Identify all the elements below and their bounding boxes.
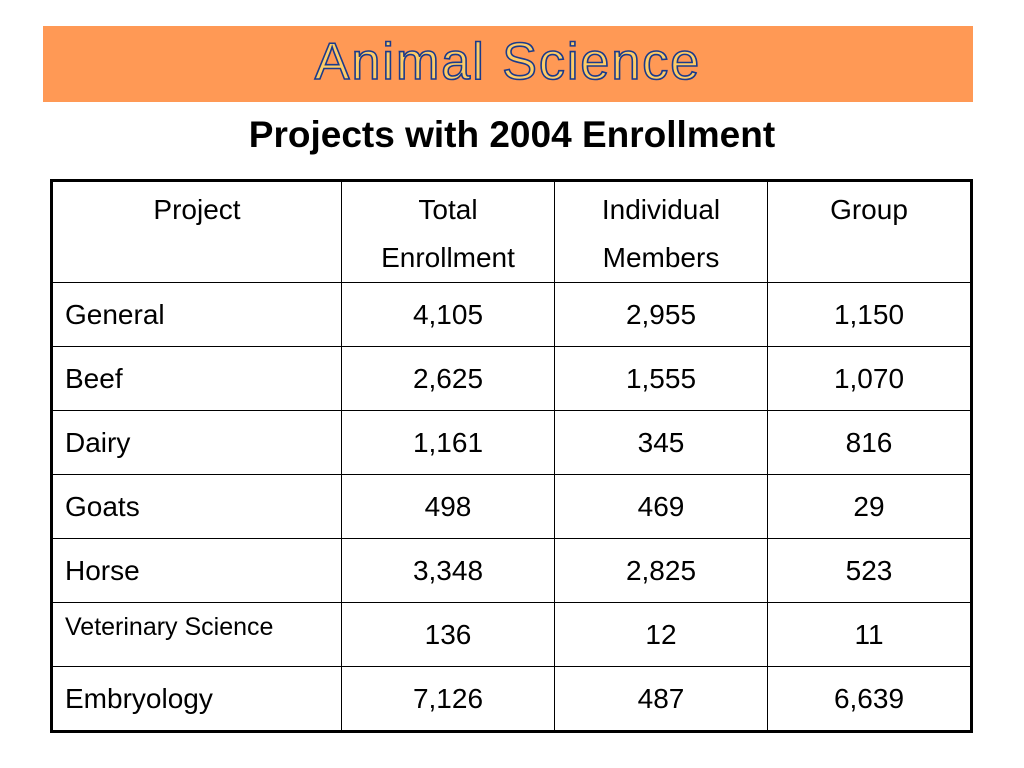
cell-project: Embryology bbox=[51, 666, 342, 732]
header-group-line-1: Group bbox=[830, 194, 908, 225]
header-group: Group bbox=[767, 180, 972, 283]
header-project: Project bbox=[51, 180, 342, 283]
table-row: Embryology 7,126 487 6,639 bbox=[51, 666, 972, 732]
cell-total: 4,105 bbox=[341, 282, 555, 347]
cell-group: 1,070 bbox=[767, 346, 972, 411]
table-row: Horse 3,348 2,825 523 bbox=[51, 538, 972, 603]
cell-individual: 345 bbox=[554, 410, 768, 475]
header-individual-line-2: Members bbox=[602, 242, 720, 273]
table-row: Dairy 1,161 345 816 bbox=[51, 410, 972, 475]
cell-project: Goats bbox=[51, 474, 342, 539]
banner-title: Animal Science bbox=[314, 33, 702, 91]
header-total-line-2: Enrollment bbox=[381, 242, 515, 273]
header-total-line-1: Total bbox=[418, 194, 478, 225]
cell-project: Beef bbox=[51, 346, 342, 411]
cell-project: Horse bbox=[51, 538, 342, 603]
cell-total: 136 bbox=[341, 602, 555, 667]
header-project-line-1: Project bbox=[153, 194, 241, 225]
cell-individual: 1,555 bbox=[554, 346, 768, 411]
cell-group: 1,150 bbox=[767, 282, 972, 347]
cell-project: Veterinary Science bbox=[51, 602, 342, 667]
cell-total: 498 bbox=[341, 474, 555, 539]
table-row: General 4,105 2,955 1,150 bbox=[51, 282, 972, 347]
header-total-enrollment: Total Enrollment bbox=[341, 180, 555, 283]
cell-total: 7,126 bbox=[341, 666, 555, 732]
table-header-row: Project Total Enrollment Individual Memb… bbox=[51, 180, 972, 283]
title-banner: Animal Science bbox=[43, 26, 973, 102]
cell-individual: 2,955 bbox=[554, 282, 768, 347]
cell-individual: 12 bbox=[554, 602, 768, 667]
cell-group: 816 bbox=[767, 410, 972, 475]
cell-individual: 2,825 bbox=[554, 538, 768, 603]
cell-project: Dairy bbox=[51, 410, 342, 475]
page-subtitle: Projects with 2004 Enrollment bbox=[248, 114, 776, 155]
header-individual-members: Individual Members bbox=[554, 180, 768, 283]
cell-group: 6,639 bbox=[767, 666, 972, 732]
table-row: Goats 498 469 29 bbox=[51, 474, 972, 539]
cell-individual: 487 bbox=[554, 666, 768, 732]
table-row: Veterinary Science 136 12 11 bbox=[51, 602, 972, 667]
cell-group: 29 bbox=[767, 474, 972, 539]
enrollment-table: Project Total Enrollment Individual Memb… bbox=[50, 179, 973, 733]
cell-individual: 469 bbox=[554, 474, 768, 539]
cell-group: 11 bbox=[767, 602, 972, 667]
header-individual-line-1: Individual bbox=[601, 194, 721, 225]
cell-group: 523 bbox=[767, 538, 972, 603]
table-row: Beef 2,625 1,555 1,070 bbox=[51, 346, 972, 411]
cell-total: 2,625 bbox=[341, 346, 555, 411]
cell-project: General bbox=[51, 282, 342, 347]
cell-total: 3,348 bbox=[341, 538, 555, 603]
cell-total: 1,161 bbox=[341, 410, 555, 475]
